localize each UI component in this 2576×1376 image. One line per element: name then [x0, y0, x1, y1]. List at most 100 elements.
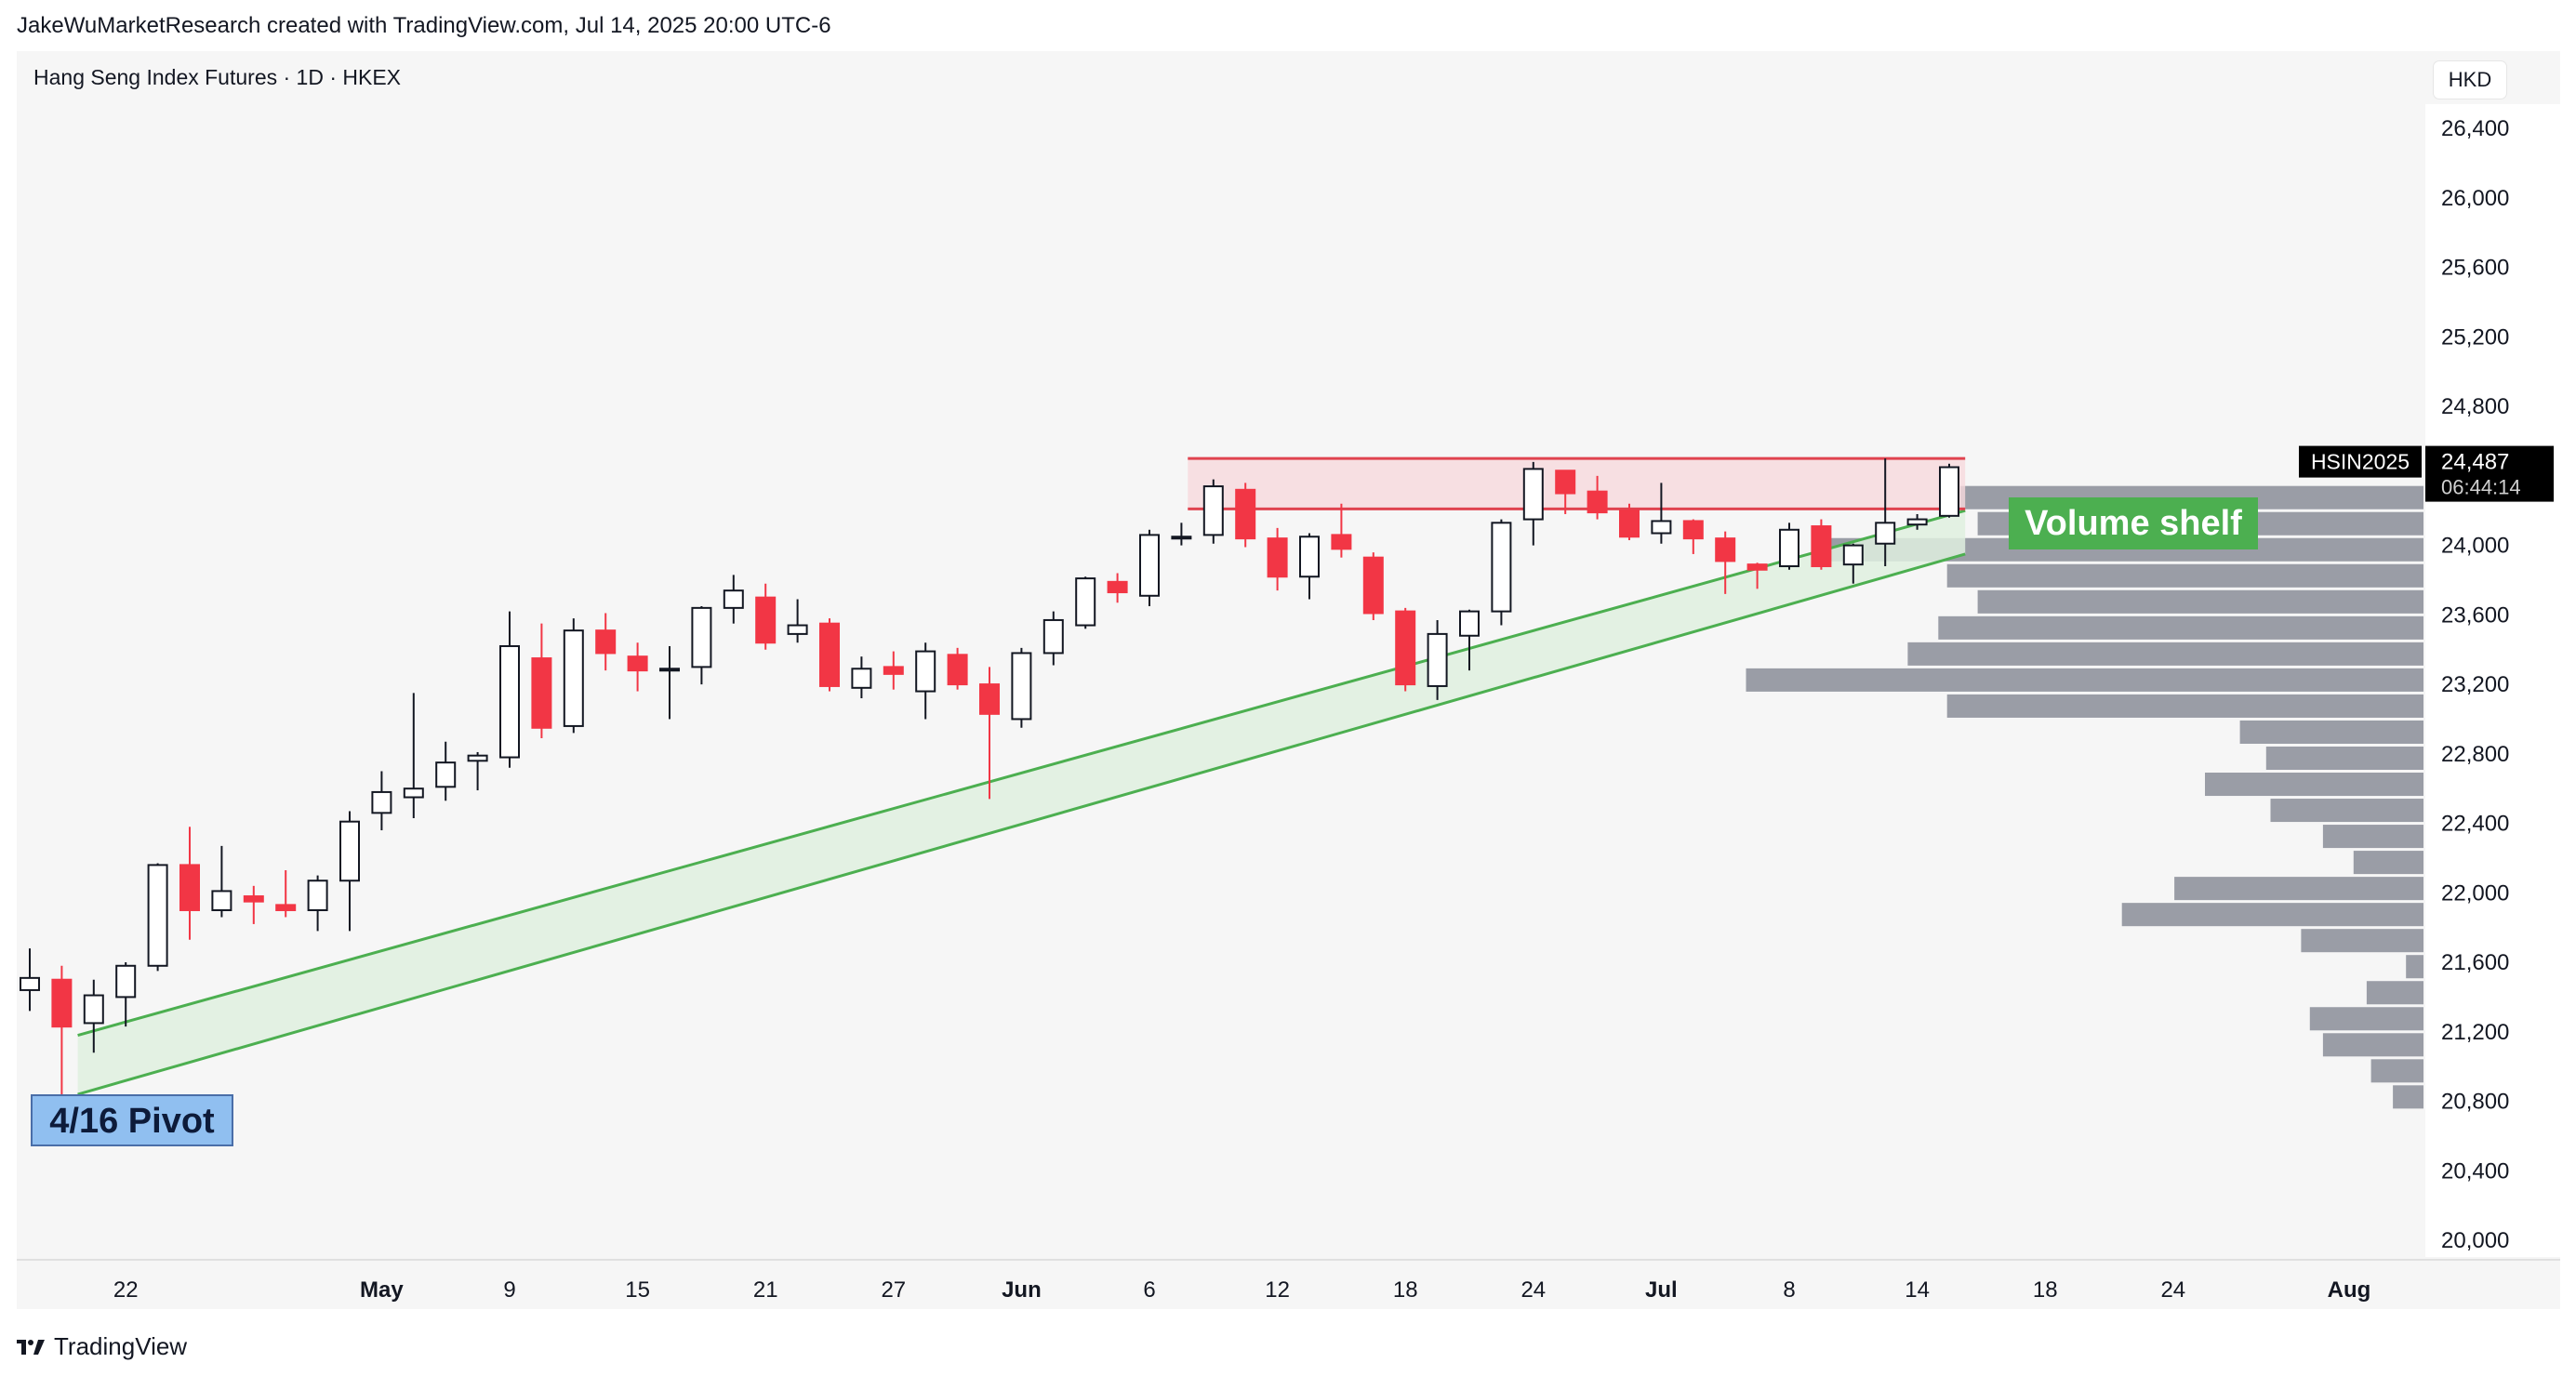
candle-body[interactable] — [1011, 652, 1032, 721]
volume-profile-bar — [2174, 877, 2423, 901]
candle-body[interactable] — [1171, 536, 1192, 540]
candle-body[interactable] — [1682, 520, 1704, 540]
candle-body[interactable] — [531, 657, 552, 729]
price-axis[interactable] — [2425, 104, 2560, 1257]
time-axis[interactable] — [17, 1260, 2560, 1309]
candle-body[interactable] — [787, 624, 808, 635]
candle-body[interactable] — [915, 650, 936, 693]
candle-body[interactable] — [243, 895, 264, 903]
volume-profile-bar — [2265, 746, 2423, 771]
volume-profile-bar — [1746, 668, 2423, 692]
candle-body[interactable] — [1939, 466, 1959, 517]
candle-body[interactable] — [51, 978, 73, 1028]
candle-body[interactable] — [851, 668, 872, 689]
chart-title: Hang Seng Index Futures · 1D · HKEX — [33, 65, 402, 89]
candle-body[interactable] — [979, 683, 1000, 715]
trend-channel-lower-line[interactable] — [77, 552, 1966, 1096]
y-tick-label: 22,000 — [2441, 880, 2509, 906]
y-tick-label: 21,600 — [2441, 950, 2509, 975]
candle-body[interactable] — [1491, 522, 1512, 613]
candle-body[interactable] — [1235, 488, 1256, 540]
candle-body[interactable] — [883, 666, 904, 675]
footer: TradingView — [17, 1332, 187, 1361]
volume-profile-bar — [2366, 981, 2423, 1005]
currency-button[interactable]: HKD — [2434, 61, 2506, 99]
candle-body[interactable] — [83, 994, 104, 1025]
candle-body[interactable] — [1906, 518, 1928, 526]
candle-body[interactable] — [1715, 537, 1736, 562]
candle-body[interactable] — [1267, 537, 1288, 578]
volume-profile-bar — [2370, 1059, 2423, 1083]
candle-body[interactable] — [1395, 610, 1416, 686]
candle-body[interactable] — [1842, 544, 1864, 566]
volume-shelf-label: Volume shelf — [2025, 504, 2242, 543]
candle-body[interactable] — [1075, 577, 1096, 627]
candle-body[interactable] — [371, 790, 392, 814]
y-tick-label: 23,600 — [2441, 602, 2509, 628]
candle-body[interactable] — [563, 629, 584, 727]
candle-body[interactable] — [179, 864, 200, 911]
pivot-label-box[interactable] — [31, 1094, 233, 1146]
last-price-label: 24,487 — [2441, 450, 2509, 475]
candle-body[interactable] — [947, 654, 968, 686]
candle-body[interactable] — [595, 629, 617, 655]
candle-body[interactable] — [627, 655, 648, 672]
candle-body[interactable] — [1202, 485, 1224, 536]
candle-body[interactable] — [1331, 534, 1352, 550]
volume-profile-bar — [1907, 642, 2423, 666]
candle-body[interactable] — [435, 761, 457, 788]
x-tick-label: 15 — [625, 1277, 650, 1303]
candle-body[interactable] — [467, 754, 488, 762]
candle-body[interactable] — [307, 880, 328, 911]
chart-attribution: JakeWuMarketResearch created with Tradin… — [17, 13, 831, 38]
y-tick-label: 25,600 — [2441, 256, 2509, 281]
candle-body[interactable] — [819, 622, 840, 687]
x-tick-label: 9 — [503, 1277, 515, 1303]
candle-body[interactable] — [1746, 563, 1768, 571]
candle-body[interactable] — [1362, 556, 1384, 615]
candle-body[interactable] — [20, 976, 40, 991]
x-tick-label: 21 — [753, 1277, 778, 1303]
candle-body[interactable] — [147, 864, 168, 967]
candle-body[interactable] — [1587, 490, 1608, 514]
candle-body[interactable] — [1555, 470, 1576, 495]
candle-body[interactable] — [403, 787, 424, 799]
candle-body[interactable] — [211, 890, 232, 911]
candle-body[interactable] — [275, 904, 297, 911]
x-tick-label: 27 — [881, 1277, 906, 1303]
candle-body[interactable] — [1299, 536, 1320, 578]
candle-body[interactable] — [1651, 520, 1672, 535]
candle-body[interactable] — [499, 644, 520, 759]
volume-shelf-label-box[interactable] — [2009, 497, 2258, 549]
candle-body[interactable] — [755, 596, 777, 644]
symbol-label: HSIN2025 — [2311, 450, 2410, 474]
candle-body[interactable] — [1811, 525, 1832, 568]
y-tick-label: 20,800 — [2441, 1090, 2509, 1115]
candle-body[interactable] — [1875, 522, 1896, 545]
candle-body[interactable] — [1427, 632, 1448, 687]
volume-profile-bar — [2301, 929, 2423, 953]
trend-channel-upper-line[interactable] — [77, 509, 1966, 1037]
candle-body[interactable] — [1522, 468, 1544, 521]
x-tick-label: 22 — [113, 1277, 139, 1303]
resistance-zone[interactable] — [1188, 458, 1966, 509]
y-tick-label: 25,200 — [2441, 324, 2509, 350]
candle-body[interactable] — [723, 589, 744, 609]
candle-body[interactable] — [115, 964, 137, 999]
volume-profile-bar — [2406, 955, 2423, 979]
candle-body[interactable] — [1107, 580, 1128, 594]
volume-profile-bar — [1977, 589, 2423, 614]
x-tick-label: 24 — [2160, 1277, 2185, 1303]
candle-body[interactable] — [1459, 610, 1480, 637]
x-tick-label: 12 — [1265, 1277, 1290, 1303]
candle-body[interactable] — [1042, 618, 1064, 655]
candle-body[interactable] — [659, 668, 680, 672]
candle-body[interactable] — [339, 820, 360, 882]
x-tick-label: Jun — [1002, 1277, 1042, 1303]
candle-body[interactable] — [1779, 528, 1799, 568]
candle-body[interactable] — [1619, 509, 1640, 538]
candle-body[interactable] — [691, 606, 712, 668]
pivot-label: 4/16 Pivot — [49, 1102, 215, 1141]
candle-body[interactable] — [1139, 534, 1160, 597]
